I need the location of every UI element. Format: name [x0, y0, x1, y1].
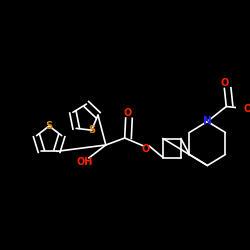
Text: O: O — [244, 104, 250, 114]
Text: OH: OH — [77, 157, 93, 167]
Text: O: O — [220, 78, 228, 88]
Text: O: O — [141, 144, 150, 154]
Text: S: S — [46, 121, 53, 131]
Text: S: S — [88, 125, 95, 135]
Text: N: N — [203, 116, 212, 126]
Text: O: O — [124, 108, 132, 118]
